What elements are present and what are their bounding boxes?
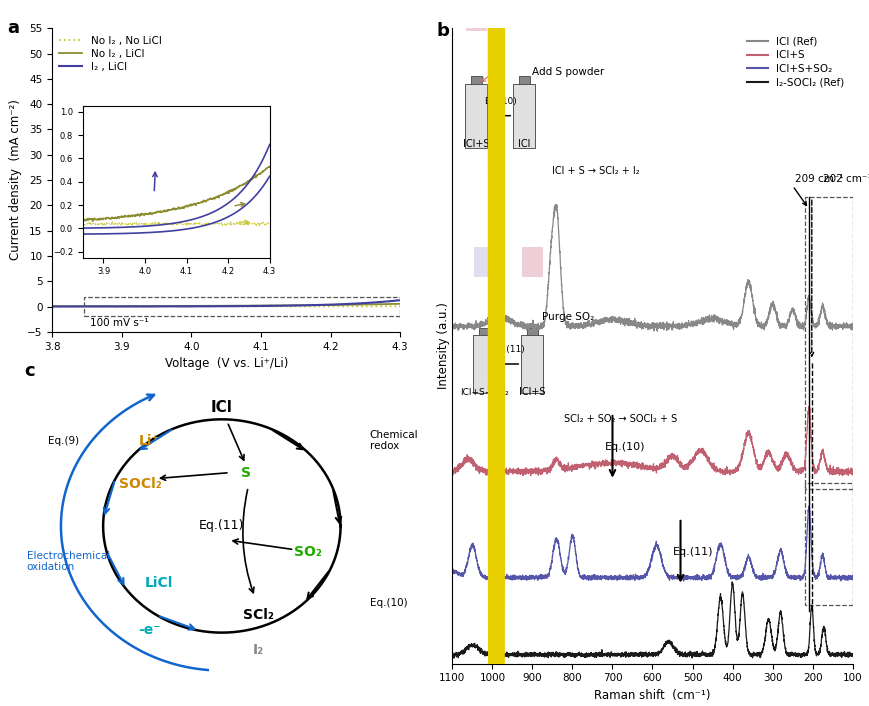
No I₂ , No LiCl: [318, 302, 328, 311]
I₂ , LiCl: [395, 296, 405, 304]
Text: c: c: [24, 362, 35, 381]
Y-axis label: Intensity (a.u.): Intensity (a.u.): [436, 302, 449, 390]
Bar: [83, 297, 400, 316]
I₂ , LiCl: [394, 296, 404, 304]
I₂ , LiCl: [286, 301, 296, 310]
Text: ICl: ICl: [210, 400, 233, 415]
Text: S: S: [241, 466, 250, 479]
No I₂ , No LiCl: [341, 302, 351, 311]
Text: Eq.(10): Eq.(10): [604, 442, 644, 453]
Bar: [465, 83, 487, 148]
Text: 100 mV s⁻¹: 100 mV s⁻¹: [90, 318, 149, 328]
Text: Li⁺: Li⁺: [139, 433, 160, 448]
No I₂ , LiCl: [325, 301, 335, 309]
Text: ICl + S → SCl₂ + I₂: ICl + S → SCl₂ + I₂: [552, 166, 640, 176]
Bar: [478, 328, 489, 335]
I₂ , LiCl: [73, 302, 83, 311]
Text: Eq.(10): Eq.(10): [369, 598, 407, 608]
Text: Purge SO₂: Purge SO₂: [541, 312, 594, 322]
Text: Electrochemical
oxidation: Electrochemical oxidation: [27, 551, 109, 573]
Text: 202 cm⁻¹: 202 cm⁻¹: [822, 174, 869, 184]
I₂ , LiCl: [318, 301, 328, 309]
Bar: [473, 335, 494, 393]
I₂ , LiCl: [47, 302, 57, 311]
Text: Eq.(11): Eq.(11): [492, 345, 524, 354]
Text: ICl: ICl: [518, 139, 530, 149]
Legend: ICl (Ref), ICl+S, ICl+S+SO₂, I₂-SOCl₂ (Ref): ICl (Ref), ICl+S, ICl+S+SO₂, I₂-SOCl₂ (R…: [743, 33, 846, 90]
Text: SO₂: SO₂: [294, 545, 322, 559]
Y-axis label: Current density  (mA cm⁻²): Current density (mA cm⁻²): [9, 100, 22, 261]
Text: Eq.(9): Eq.(9): [48, 436, 79, 445]
Text: ICl+S: ICl+S: [519, 388, 545, 397]
Text: SCl₂: SCl₂: [243, 608, 274, 622]
Bar: [470, 76, 481, 83]
No I₂ , No LiCl: [188, 302, 198, 311]
No I₂ , No LiCl: [286, 302, 296, 311]
Text: Chemical
redox: Chemical redox: [369, 430, 418, 451]
No I₂ , No LiCl: [324, 302, 335, 311]
I₂ , LiCl: [188, 302, 198, 311]
Bar: [521, 247, 542, 277]
No I₂ , LiCl: [50, 302, 61, 311]
I₂ , LiCl: [325, 300, 335, 309]
Text: Eq.(11): Eq.(11): [199, 520, 244, 532]
Text: -e⁻: -e⁻: [138, 623, 161, 638]
Bar: [465, 0, 487, 31]
No I₂ , LiCl: [201, 301, 211, 310]
Text: 209 cm⁻¹: 209 cm⁻¹: [793, 174, 842, 184]
I₂ , LiCl: [201, 302, 211, 311]
Bar: [474, 247, 494, 277]
X-axis label: Voltage  (V vs. Li⁺/Li): Voltage (V vs. Li⁺/Li): [164, 357, 288, 370]
I₂ , LiCl: [83, 302, 93, 311]
Bar: [521, 335, 543, 393]
Text: ICl+S: ICl+S: [462, 139, 489, 149]
Circle shape: [488, 0, 504, 706]
Text: Eq.(10): Eq.(10): [483, 97, 516, 106]
Bar: [527, 328, 537, 335]
Line: No I₂ , LiCl: No I₂ , LiCl: [52, 304, 400, 306]
Text: LiCl: LiCl: [144, 576, 173, 590]
Text: SCl₂ + SO₂ → SOCl₂ + S: SCl₂ + SO₂ → SOCl₂ + S: [564, 414, 677, 424]
No I₂ , LiCl: [318, 301, 328, 309]
No I₂ , No LiCl: [47, 302, 57, 311]
Text: ICl+S+SO₂: ICl+S+SO₂: [460, 388, 508, 397]
Bar: [518, 76, 529, 83]
X-axis label: Raman shift  (cm⁻¹): Raman shift (cm⁻¹): [594, 689, 710, 702]
No I₂ , No LiCl: [355, 302, 365, 311]
Text: a: a: [7, 19, 19, 37]
Text: b: b: [436, 22, 448, 40]
No I₂ , LiCl: [394, 299, 404, 308]
Text: SOCl₂: SOCl₂: [118, 477, 162, 491]
No I₂ , No LiCl: [200, 302, 210, 311]
No I₂ , LiCl: [47, 302, 57, 311]
Bar: [804, 483, 852, 605]
No I₂ , LiCl: [83, 302, 93, 311]
Text: Eq.(11): Eq.(11): [672, 547, 713, 557]
Bar: [804, 197, 852, 489]
Text: I₂: I₂: [253, 643, 264, 657]
No I₂ , No LiCl: [395, 302, 405, 311]
Text: Add S powder: Add S powder: [532, 67, 604, 77]
No I₂ , LiCl: [395, 299, 405, 308]
Line: I₂ , LiCl: I₂ , LiCl: [52, 300, 400, 306]
No I₂ , No LiCl: [83, 302, 93, 311]
Legend: No I₂ , No LiCl, No I₂ , LiCl, I₂ , LiCl: No I₂ , No LiCl, No I₂ , LiCl, I₂ , LiCl: [57, 33, 163, 74]
No I₂ , LiCl: [188, 301, 198, 310]
Bar: [513, 83, 534, 148]
No I₂ , LiCl: [286, 301, 296, 310]
